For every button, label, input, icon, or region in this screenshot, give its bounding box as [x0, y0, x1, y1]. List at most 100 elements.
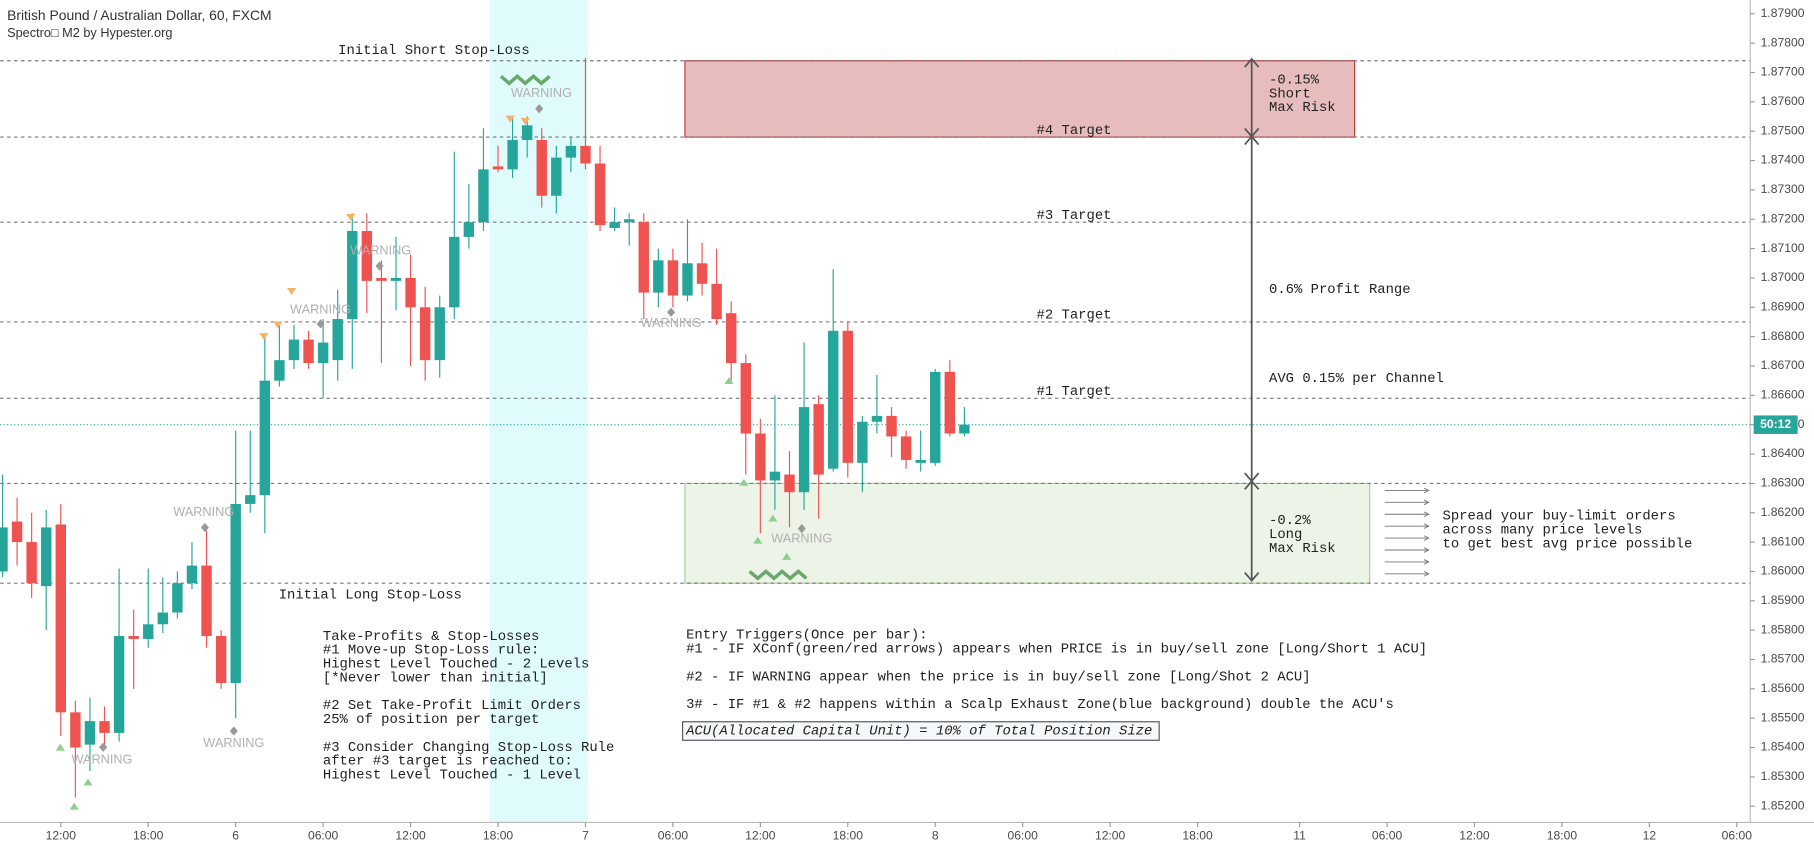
spread-arrow-head — [1423, 559, 1430, 565]
annotation: after #3 target is reached to: — [323, 754, 573, 770]
candle-body — [390, 277, 402, 281]
candle-body — [609, 222, 620, 229]
candle-body — [871, 415, 883, 422]
warning-label: WARNING — [71, 751, 132, 766]
candle-body — [769, 471, 781, 481]
annotation: Entry Triggers(Once per bar): — [686, 628, 927, 644]
warning-diamond — [666, 307, 676, 317]
candle-body — [886, 415, 897, 437]
candle-body — [915, 459, 926, 463]
y-tick-label: 1.87800 — [1761, 35, 1805, 49]
y-tick-label: 1.87700 — [1761, 65, 1805, 79]
level-label: Initial Long Stop-Loss — [279, 587, 462, 603]
y-tick-label: 1.86000 — [1761, 564, 1805, 578]
y-tick-label: 1.85200 — [1761, 798, 1805, 812]
annotation: 0.6% Profit Range — [1269, 282, 1411, 298]
buy-signal — [739, 478, 749, 486]
annotation: Max Risk — [1269, 541, 1336, 557]
xconf-chevrons — [748, 569, 808, 581]
candle-body — [259, 380, 271, 496]
buy-signal — [69, 802, 79, 810]
x-tick-label: 12:00 — [395, 828, 426, 842]
annotation: to get best avg price possible — [1443, 536, 1693, 552]
candle-body — [857, 421, 868, 463]
y-tick-label: 1.86800 — [1761, 329, 1805, 343]
y-tick-label: 1.86200 — [1761, 505, 1805, 519]
annotation: ACU(Allocated Capital Unit) = 10% of Tot… — [685, 724, 1152, 740]
level-label: #3 Target — [1037, 208, 1112, 224]
x-tick-label: 12:00 — [1459, 828, 1490, 842]
y-tick-label: 1.87100 — [1761, 241, 1805, 255]
annotation: 3# - IF #1 & #2 happens within a Scalp E… — [686, 697, 1394, 713]
annotation: Long — [1269, 527, 1302, 543]
x-tick-label: 06:00 — [308, 828, 339, 842]
indicator-name: Spectro□ M2 by Hypester.org — [7, 25, 172, 40]
candle-body — [70, 712, 81, 748]
acu-box — [682, 721, 1160, 741]
annotation: #3 Consider Changing Stop-Loss Rule — [323, 740, 614, 756]
candle-body — [711, 283, 722, 320]
candles — [0, 57, 970, 798]
x-tick-label: 8 — [932, 828, 939, 842]
candle-body — [99, 721, 110, 733]
candle-body — [245, 495, 256, 504]
xconf-chevrons — [499, 74, 551, 86]
annotation: Take-Profits & Stop-Losses — [323, 629, 539, 645]
candle-body — [288, 339, 300, 361]
candle-body — [347, 230, 358, 320]
candle-body — [332, 319, 343, 361]
annotation: Short — [1269, 86, 1311, 102]
buy-signal — [782, 552, 792, 560]
y-tick-label: 1.87000 — [1761, 270, 1805, 284]
x-tick-label: 12:00 — [1095, 828, 1126, 842]
y-tick-label: 1.86600 — [1761, 388, 1805, 402]
y-tick-label: 1.85900 — [1761, 593, 1805, 607]
buy-signal — [768, 514, 778, 522]
annotation: 25% of position per target — [323, 712, 539, 728]
range-arrows — [1244, 57, 1260, 582]
candle-body — [113, 636, 125, 733]
x-tick-label: 11 — [1293, 828, 1306, 842]
y-tick-label: 1.86400 — [1761, 446, 1805, 460]
x-tick-label: 6 — [232, 828, 239, 842]
y-tick-label: 1.87500 — [1761, 123, 1805, 137]
level-label: #2 Target — [1037, 308, 1112, 324]
y-tick-label: 1.86700 — [1761, 358, 1805, 372]
warning-label: WARNING — [290, 301, 351, 316]
candle-body — [128, 636, 139, 639]
zones — [684, 60, 1371, 584]
candle-body — [784, 474, 795, 493]
candle-body — [11, 521, 23, 543]
candle-body — [740, 363, 751, 434]
x-tick-label: 18:00 — [833, 828, 864, 842]
candle-body — [667, 260, 679, 296]
candle-body — [376, 277, 387, 281]
annotation: [*Never lower than initial] — [323, 670, 548, 686]
candle-body — [26, 542, 37, 584]
x-tick-label: 12:00 — [745, 828, 776, 842]
y-tick-label: 1.87200 — [1761, 211, 1805, 225]
y-tick-label: 1.87900 — [1761, 6, 1805, 20]
candle-body — [638, 222, 649, 293]
candle-body — [623, 219, 635, 223]
candle-body — [828, 330, 839, 469]
level-label: #4 Target — [1037, 123, 1112, 139]
candle-body — [580, 145, 591, 164]
candle-body — [41, 527, 52, 587]
arrow-head — [1244, 135, 1260, 146]
candle-body — [84, 721, 96, 745]
y-tick-label: 1.87600 — [1761, 94, 1805, 108]
annotation: Highest Level Touched - 1 Level — [323, 768, 581, 784]
y-tick-label: 1.85600 — [1761, 681, 1805, 695]
annotation: -0.2% — [1269, 513, 1311, 529]
candle-body — [755, 433, 766, 481]
buy-signal — [83, 778, 93, 786]
candle-body — [492, 166, 504, 170]
annotation: Highest Level Touched - 2 Levels — [323, 657, 589, 673]
x-tick-label: 18:00 — [133, 828, 164, 842]
candle-body — [405, 277, 416, 308]
x-tick-label: 18:00 — [483, 828, 514, 842]
